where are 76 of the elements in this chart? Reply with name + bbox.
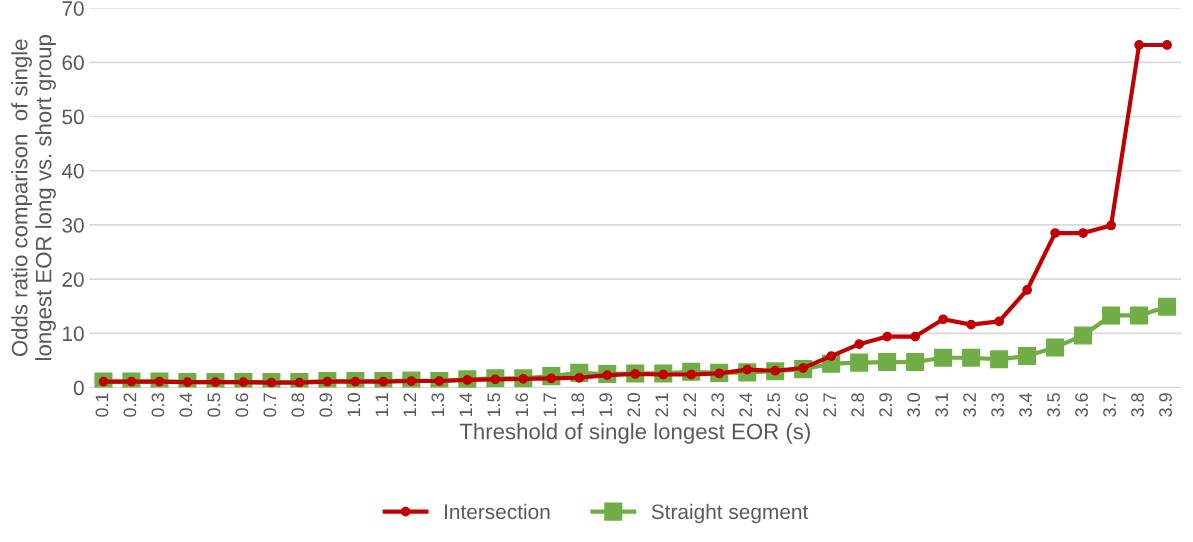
x-tick-label: 3.6 bbox=[1075, 393, 1088, 417]
x-tick-label: 1.0 bbox=[347, 393, 361, 417]
x-tick-label: 3.0 bbox=[907, 393, 921, 417]
y-tick-label: 10 bbox=[63, 326, 84, 342]
x-axis-title: Threshold of single longest EOR (s) bbox=[459, 423, 810, 444]
point bbox=[1078, 228, 1088, 238]
x-tick-label: 2.1 bbox=[655, 393, 668, 417]
x-tick-label: 3.2 bbox=[963, 393, 976, 417]
x-tick-label: 2.8 bbox=[851, 393, 865, 417]
x-tick-label: 1.8 bbox=[571, 393, 585, 417]
x-tick-label: 3.4 bbox=[1019, 392, 1032, 417]
point bbox=[906, 353, 925, 372]
y-tick-label: 40 bbox=[61, 163, 84, 179]
point bbox=[882, 331, 893, 342]
point bbox=[962, 348, 981, 367]
x-tick-label: 1.9 bbox=[599, 393, 613, 417]
x-tick-label: 0.6 bbox=[235, 393, 249, 417]
point bbox=[1162, 40, 1172, 50]
x-tick-label: 1.4 bbox=[459, 392, 472, 417]
x-tick-label: 1.1 bbox=[375, 393, 389, 417]
y-tick-label: 70 bbox=[62, 1, 84, 16]
x-tick-label: 3.7 bbox=[1103, 393, 1116, 417]
x-tick-label: 2.3 bbox=[711, 393, 725, 417]
point bbox=[1106, 220, 1116, 231]
point bbox=[826, 351, 837, 361]
point bbox=[934, 348, 953, 367]
point bbox=[1022, 285, 1032, 295]
x-tick-label: 0.8 bbox=[291, 393, 305, 417]
legend-label: Intersection bbox=[445, 503, 550, 520]
x-tick-label: 2.6 bbox=[795, 393, 809, 417]
x-tick-label: 0.3 bbox=[151, 393, 165, 417]
point bbox=[994, 316, 1004, 327]
x-tick-label: 3.9 bbox=[1159, 393, 1172, 417]
point bbox=[1158, 297, 1177, 316]
x-tick-label: 2.5 bbox=[767, 393, 781, 417]
x-tick-label: 3.1 bbox=[935, 393, 949, 417]
x-tick-label: 2.4 bbox=[739, 392, 752, 417]
point bbox=[938, 314, 949, 325]
x-tick-label: 1.3 bbox=[431, 393, 445, 417]
point bbox=[878, 353, 897, 372]
x-tick-label: 1.7 bbox=[543, 393, 556, 417]
x-tick-label: 1.6 bbox=[515, 393, 529, 417]
x-tick-label: 3.3 bbox=[991, 393, 1004, 417]
legend-label: Straight segment bbox=[651, 503, 809, 524]
y-tick-label: 50 bbox=[62, 109, 84, 125]
x-tick-label: 0.7 bbox=[263, 393, 277, 417]
point bbox=[1102, 306, 1121, 325]
x-tick-label: 0.5 bbox=[207, 393, 221, 417]
x-tick-label: 3.8 bbox=[1131, 393, 1144, 417]
point bbox=[910, 331, 921, 342]
point bbox=[1074, 326, 1093, 345]
point bbox=[1046, 338, 1065, 357]
y-tick-label: 20 bbox=[62, 272, 84, 287]
point bbox=[990, 350, 1009, 369]
x-tick-label: 2.0 bbox=[627, 393, 641, 417]
x-tick-label: 0.9 bbox=[319, 393, 333, 417]
point bbox=[850, 353, 869, 372]
point bbox=[854, 339, 865, 350]
y-tick-label: 60 bbox=[62, 55, 84, 71]
x-tick-label: 1.5 bbox=[487, 393, 501, 417]
x-tick-label: 1.2 bbox=[403, 393, 417, 417]
x-tick-label: 0.4 bbox=[179, 392, 193, 417]
x-tick-label: 0.1 bbox=[95, 393, 109, 417]
y-axis-title: Odds ratio comparison of single longest EOR long vs. short group bbox=[11, 35, 56, 360]
point bbox=[1018, 347, 1037, 366]
x-tick-label: 0.2 bbox=[123, 393, 137, 417]
point bbox=[1130, 306, 1149, 325]
y-tick-label: 30 bbox=[62, 217, 84, 233]
y-tick-label: 0 bbox=[73, 380, 84, 396]
x-tick-label: 3.5 bbox=[1047, 393, 1060, 417]
point bbox=[1134, 40, 1144, 50]
x-tick-label: 2.7 bbox=[823, 393, 836, 417]
point bbox=[966, 319, 977, 330]
x-tick-label: 2.2 bbox=[683, 393, 696, 417]
x-tick-label: 2.9 bbox=[879, 393, 893, 417]
point bbox=[1050, 228, 1060, 238]
